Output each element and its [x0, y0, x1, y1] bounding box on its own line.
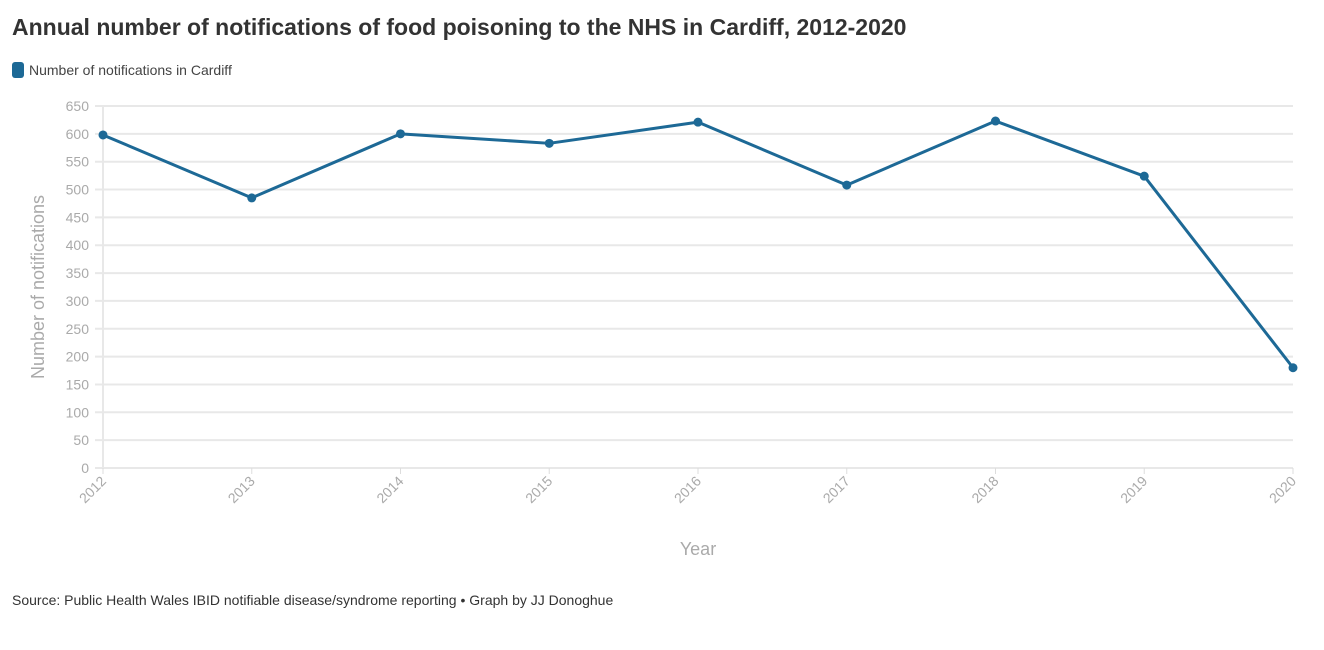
x-tick-label: 2013 [225, 473, 258, 506]
y-tick-label: 100 [66, 404, 90, 420]
x-tick-label: 2014 [373, 473, 406, 506]
y-tick-label: 250 [66, 321, 90, 337]
y-tick-label: 400 [66, 237, 90, 253]
data-point [1288, 363, 1298, 373]
legend: Number of notifications in Cardiff [12, 62, 232, 78]
y-tick-label: 450 [66, 209, 90, 225]
y-tick-label: 300 [66, 293, 90, 309]
chart-title: Annual number of notifications of food p… [12, 14, 907, 40]
y-tick-label: 200 [66, 349, 90, 365]
x-tick-label: 2019 [1117, 473, 1150, 506]
y-tick-label: 150 [66, 376, 90, 392]
data-point [693, 117, 703, 127]
x-tick-label: 2018 [968, 473, 1001, 506]
data-point [991, 116, 1000, 126]
data-point [98, 130, 108, 140]
data-point [1139, 171, 1149, 181]
x-tick-label: 2016 [671, 473, 704, 506]
y-tick-label: 350 [66, 265, 90, 281]
legend-label: Number of notifications in Cardiff [29, 62, 232, 78]
y-axis-title: Number of notifications [28, 195, 48, 379]
data-point [544, 138, 554, 148]
source-note: Source: Public Health Wales IBID notifia… [12, 592, 614, 608]
x-axis-title: Year [680, 539, 716, 559]
legend-swatch [12, 62, 24, 78]
data-point [842, 180, 852, 190]
x-tick-label: 2015 [522, 473, 555, 506]
y-tick-label: 600 [66, 126, 90, 142]
y-tick-label: 500 [66, 182, 90, 198]
y-tick-label: 0 [81, 460, 89, 476]
x-tick-label: 2017 [820, 473, 853, 506]
data-point [247, 193, 257, 203]
data-point [396, 129, 405, 139]
y-tick-label: 650 [66, 98, 90, 114]
x-tick-label: 2012 [76, 473, 109, 506]
y-tick-label: 50 [73, 432, 89, 448]
x-tick-label: 2020 [1266, 473, 1299, 506]
y-tick-label: 550 [66, 154, 90, 170]
